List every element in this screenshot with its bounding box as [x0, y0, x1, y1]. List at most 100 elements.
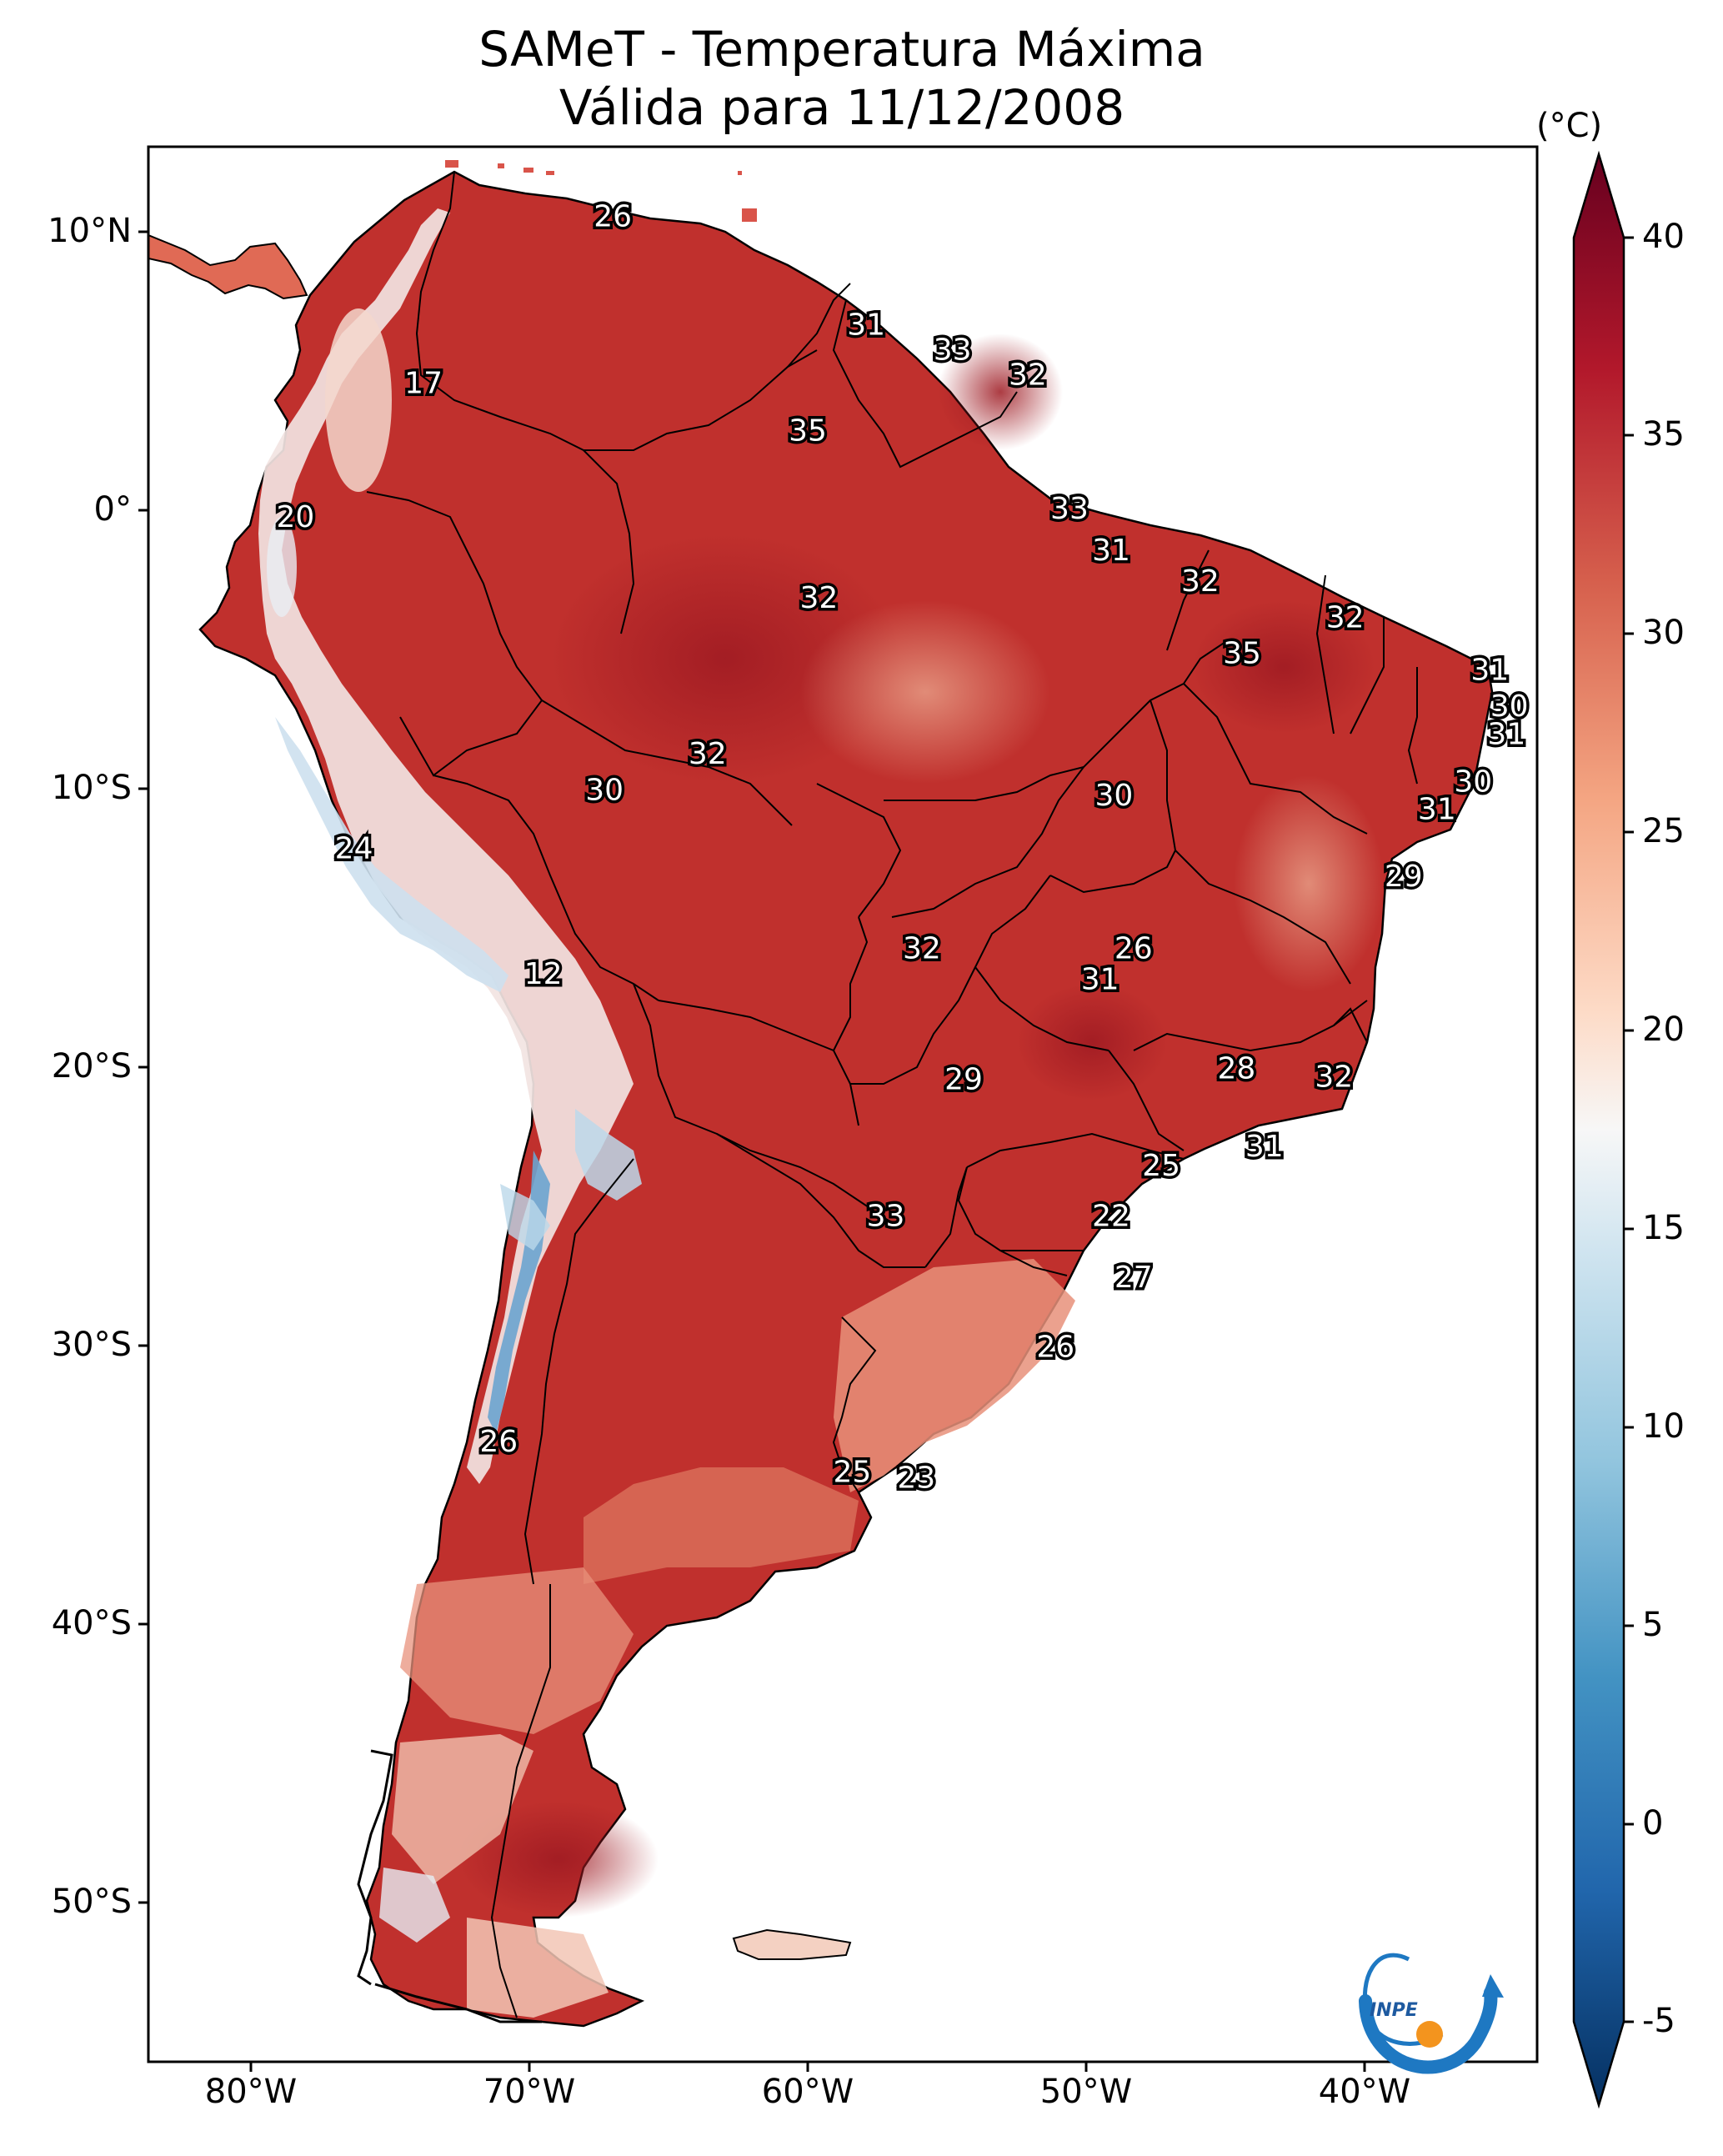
point-label-halo: 30	[1094, 779, 1133, 813]
point-label-halo: 17	[404, 367, 443, 401]
point-label-halo: 26	[594, 199, 632, 233]
inpe-logo[interactable]: INPE	[1359, 1953, 1504, 2074]
point-label-halo: 33	[934, 333, 972, 368]
point-temperature-label: 26	[1036, 1330, 1074, 1364]
lon-label-70w: 70°W	[483, 2073, 576, 2111]
lat-label-40s: 40°S	[51, 1604, 132, 1642]
point-temperature-label: 31	[1418, 793, 1456, 827]
colorbar-tick-20: 20	[1642, 1010, 1685, 1049]
point-temperature-label: 25	[834, 1456, 872, 1490]
lat-label-10s: 10°S	[51, 769, 132, 807]
colorbar-tick-minus5: -5	[1642, 2002, 1675, 2040]
southern-islands	[357, 1749, 852, 2023]
point-temperature-label: 32	[689, 737, 727, 771]
lat-label-20s: 20°S	[51, 1047, 132, 1086]
colorbar-tick-35: 35	[1642, 415, 1685, 454]
point-temperature-label: 30	[1454, 765, 1492, 799]
point-label-halo: 31	[1081, 962, 1119, 996]
point-label-halo: 32	[1009, 358, 1047, 393]
point-label-halo: 30	[1454, 765, 1492, 799]
point-label-halo: 35	[789, 414, 827, 448]
map-frame	[147, 145, 1539, 2063]
point-temperature-label: 20	[277, 500, 315, 534]
point-label-halo: 33	[867, 1199, 905, 1233]
point-label-halo: 32	[799, 581, 838, 615]
point-temperature-label: 27	[1114, 1261, 1153, 1295]
point-temperature-label: 30	[1094, 779, 1133, 813]
point-label-halo: 26	[479, 1425, 518, 1459]
point-label-halo: 25	[834, 1456, 872, 1490]
point-temperature-label: 30	[1490, 689, 1529, 724]
point-temperature-label: 35	[789, 414, 827, 448]
point-temperature-label: 22	[1092, 1199, 1130, 1233]
point-label-halo: 32	[903, 932, 941, 966]
axis-ticks	[138, 230, 1366, 2072]
point-temperature-label: 24	[335, 831, 373, 865]
point-label-halo: 26	[1114, 932, 1153, 966]
point-label-halo: 26	[1036, 1330, 1074, 1364]
map-title: SAMeT - Temperatura Máxima	[478, 21, 1205, 78]
colorbar-unit: (°C)	[1536, 107, 1603, 145]
point-temperature-label: 33	[934, 333, 972, 368]
colorbar-tick-40: 40	[1642, 218, 1685, 256]
point-label-halo: 32	[689, 737, 727, 771]
colorbar-tick-0: 0	[1642, 1804, 1664, 1843]
point-temperature-label: 28	[1217, 1051, 1255, 1086]
lon-label-80w: 80°W	[204, 2073, 298, 2111]
point-temperature-label: 31	[1092, 534, 1130, 568]
central-america-landmass	[148, 233, 308, 300]
colorbar-tick-25: 25	[1642, 812, 1685, 850]
colorbar-tick-15: 15	[1642, 1209, 1685, 1247]
point-label-halo: 31	[1092, 534, 1130, 568]
point-temperature-label: 23	[897, 1461, 935, 1495]
colorbar	[1572, 150, 1634, 2109]
lat-label-50s: 50°S	[51, 1883, 132, 1921]
caribbean-islands	[445, 160, 757, 222]
colorbar-tick-10: 10	[1642, 1407, 1685, 1446]
point-label-halo: 31	[1245, 1130, 1284, 1164]
lat-label-30s: 30°S	[51, 1326, 132, 1364]
point-temperature-label: 33	[867, 1199, 905, 1233]
point-label-halo: 24	[335, 831, 373, 865]
point-temperature-label: 31	[1245, 1130, 1284, 1164]
point-label-halo: 31	[1487, 718, 1525, 752]
colorbar-tick-5: 5	[1642, 1606, 1664, 1644]
point-label-halo: 29	[944, 1063, 983, 1097]
point-temperature-label: 29	[944, 1063, 983, 1097]
point-label-halo: 12	[524, 957, 563, 991]
point-label-halo: 25	[1142, 1149, 1180, 1183]
point-label-halo: 30	[585, 773, 624, 807]
point-label-halo: 28	[1217, 1051, 1255, 1086]
point-temperature-label: 32	[799, 581, 838, 615]
point-label-halo: 31	[1470, 654, 1509, 688]
temperature-field	[258, 208, 1384, 2018]
lon-label-40w: 40°W	[1318, 2073, 1411, 2111]
point-temperature-label: 12	[524, 957, 563, 991]
point-label-halo: 29	[1385, 860, 1423, 894]
point-temperature-label: 29	[1385, 860, 1423, 894]
point-label-halo: 32	[1315, 1060, 1353, 1094]
point-label-halo: 32	[1326, 600, 1365, 634]
point-temperature-label: 17	[404, 367, 443, 401]
point-temperature-label: 31	[1470, 654, 1509, 688]
point-temperature-label: 35	[1223, 637, 1261, 671]
point-label-halo: 35	[1223, 637, 1261, 671]
point-label-halo: 22	[1092, 1199, 1130, 1233]
point-label-halo: 23	[897, 1461, 935, 1495]
point-temperature-label: 32	[1315, 1060, 1353, 1094]
map-subtitle: Válida para 11/12/2008	[558, 79, 1125, 136]
point-temperature-label: 31	[1081, 962, 1119, 996]
point-temperature-label: 32	[1009, 358, 1047, 393]
point-temperature-label: 26	[594, 199, 632, 233]
point-temperature-label: 31	[847, 308, 885, 343]
inpe-logo-text: INPE	[1370, 2000, 1418, 2021]
point-label-halo: 20	[277, 500, 315, 534]
lon-label-50w: 50°W	[1039, 2073, 1133, 2111]
south-america-landmass	[198, 170, 1494, 2028]
point-temperature-label: 32	[903, 932, 941, 966]
point-temperature-label: 32	[1181, 564, 1220, 599]
point-label-halo: 31	[1418, 793, 1456, 827]
country-borders	[366, 171, 1418, 2018]
